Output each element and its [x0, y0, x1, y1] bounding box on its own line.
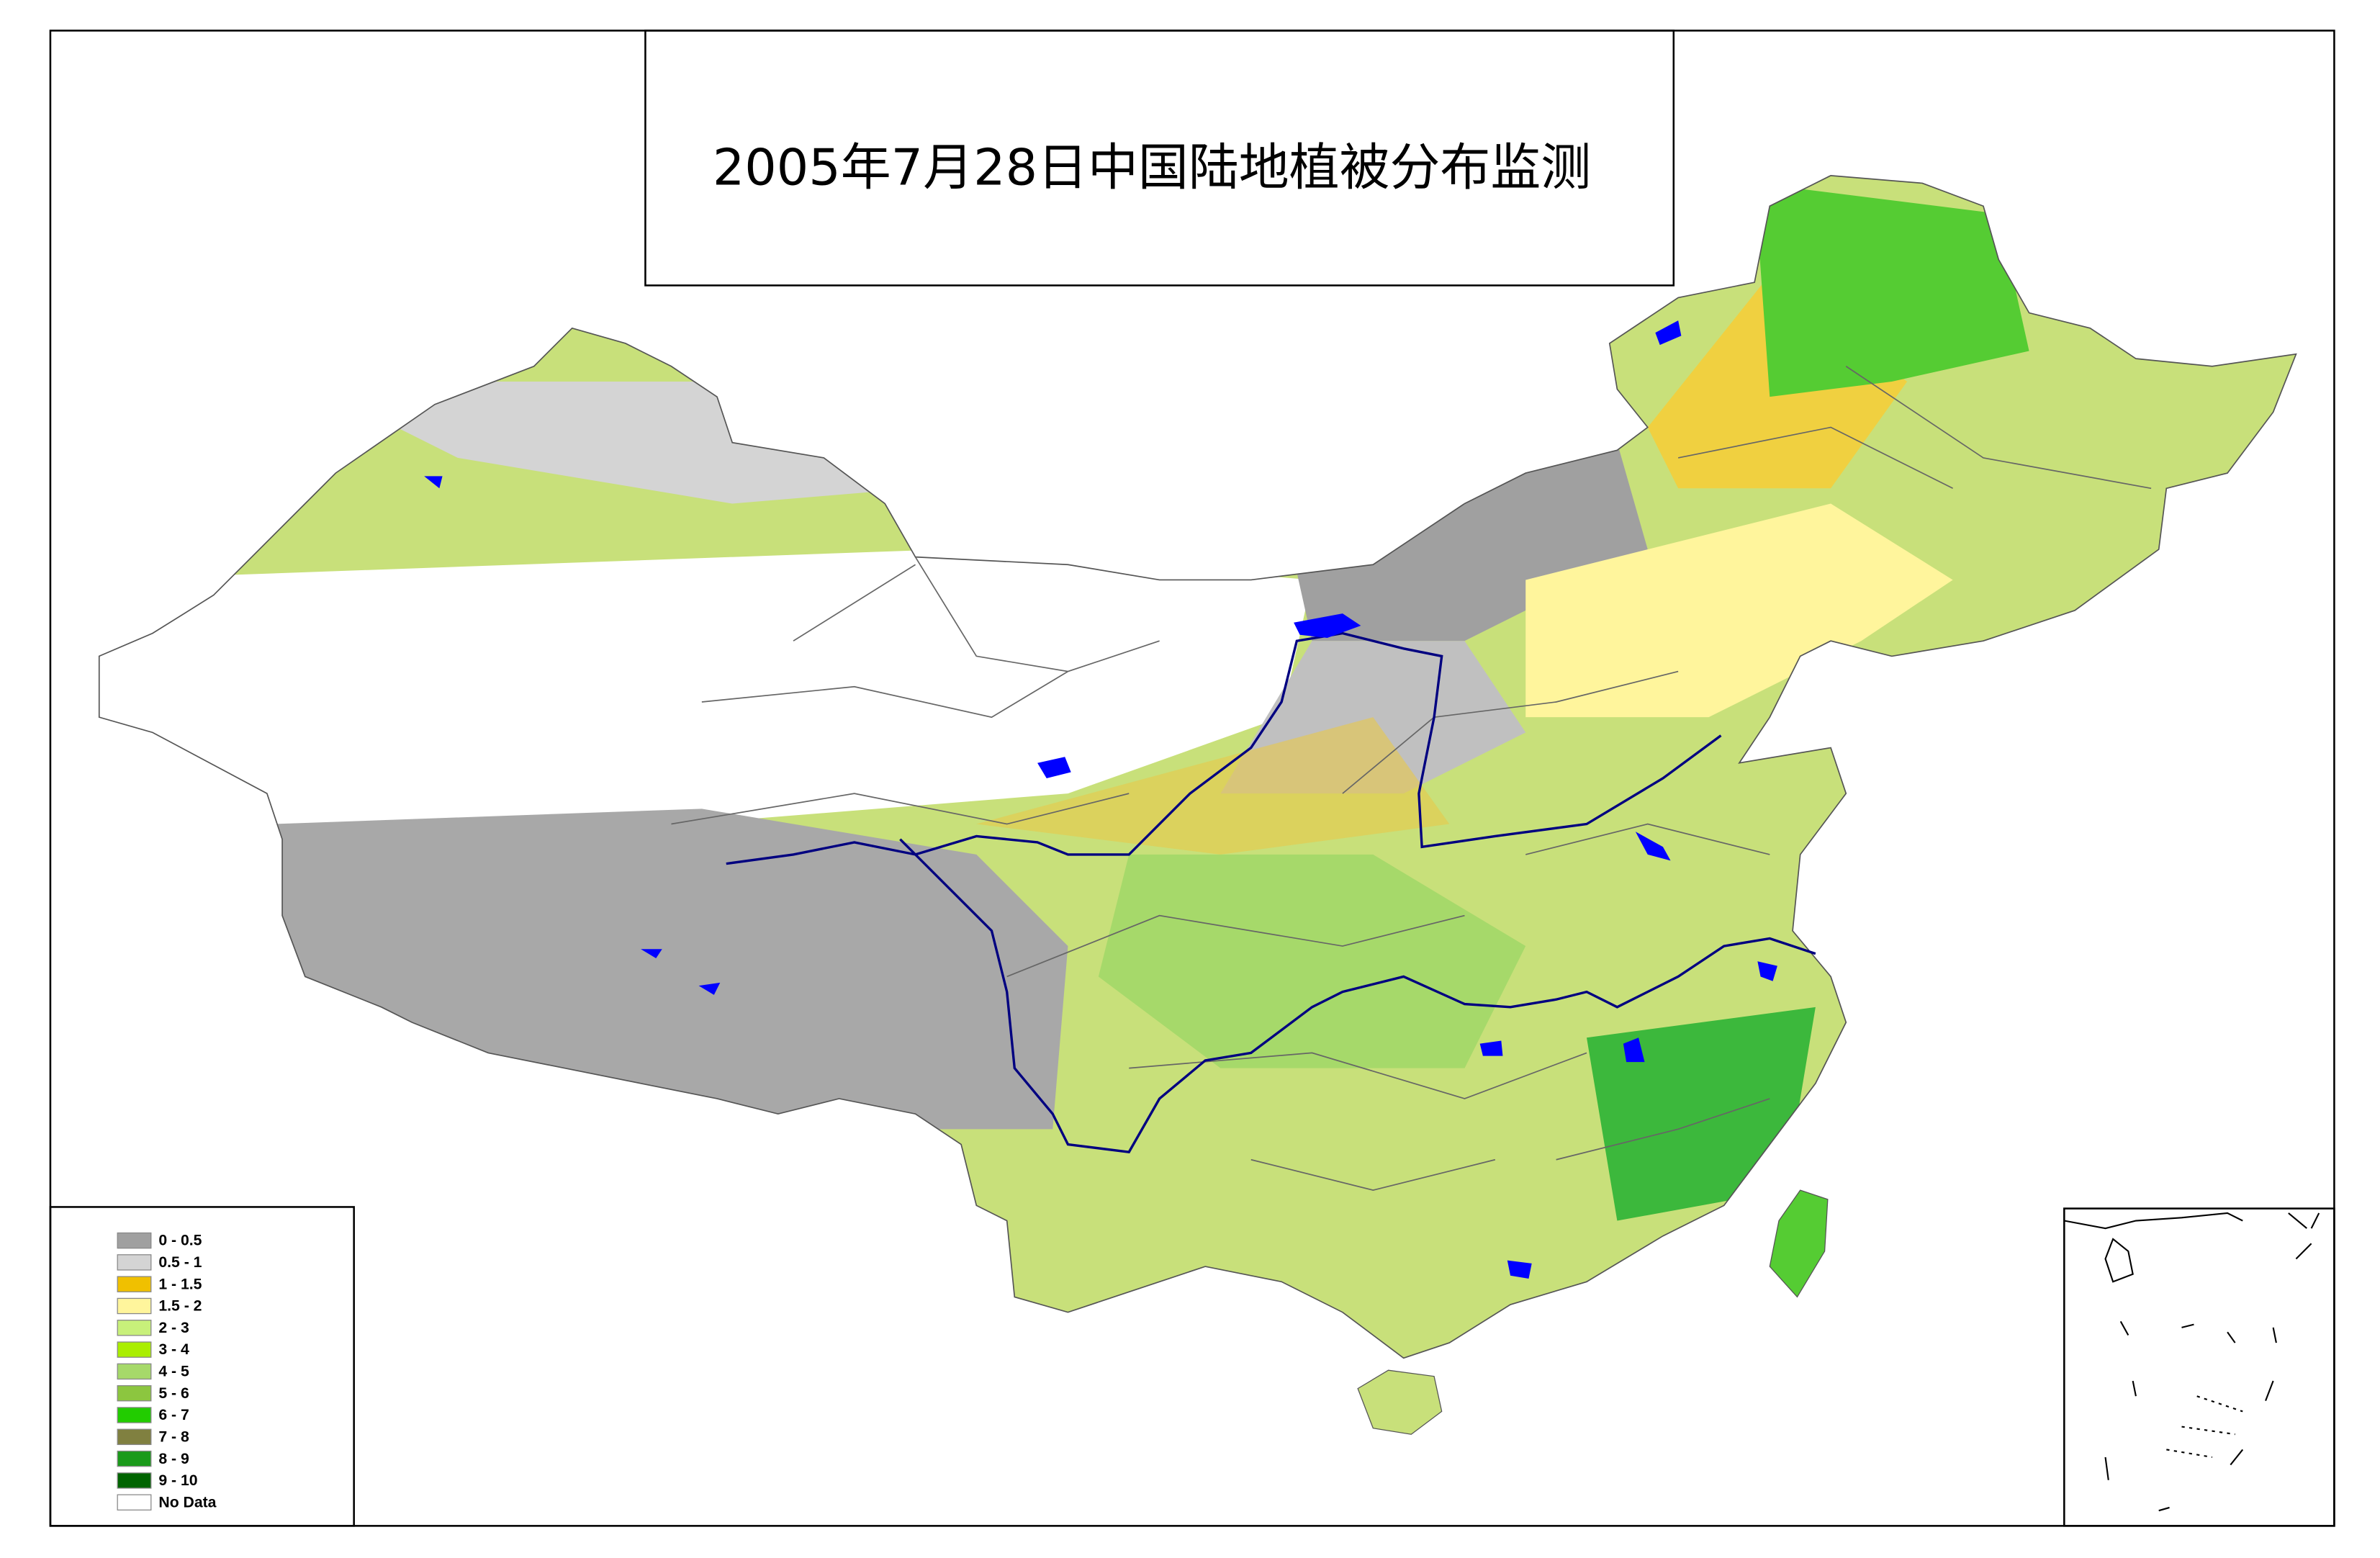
- legend-swatch: [117, 1384, 152, 1402]
- inset-box: [2063, 1207, 2335, 1527]
- hainan: [1357, 1369, 1443, 1435]
- legend-label: 4 - 5: [158, 1364, 189, 1380]
- legend-swatch: [117, 1494, 152, 1510]
- map-title: 2005年7月28日中国陆地植被分布监测: [713, 139, 1591, 197]
- legend-swatch: [117, 1472, 152, 1489]
- legend-swatch: [117, 1407, 152, 1423]
- legend-swatch: [117, 1450, 152, 1467]
- legend-swatch: [117, 1254, 152, 1271]
- legend-swatch: [117, 1297, 152, 1315]
- legend-label: 8 - 9: [158, 1451, 189, 1467]
- legend-label: 0 - 0.5: [158, 1233, 202, 1249]
- legend-label: 6 - 7: [158, 1407, 189, 1423]
- legend-label: 0.5 - 1: [158, 1254, 202, 1271]
- legend-label: 3 - 4: [158, 1341, 189, 1358]
- legend-swatch: [117, 1320, 152, 1336]
- legend-swatch: [117, 1232, 152, 1249]
- legend-box: [49, 1206, 355, 1527]
- title-box: [644, 30, 1675, 287]
- taiwan: [1769, 1189, 1829, 1298]
- legend-label: 1.5 - 2: [158, 1298, 202, 1315]
- legend-label: 2 - 3: [158, 1320, 189, 1336]
- legend-swatch: [117, 1341, 152, 1358]
- legend-label: 7 - 8: [158, 1428, 189, 1445]
- legend-label: 5 - 6: [158, 1385, 189, 1402]
- legend-swatch: [117, 1428, 152, 1446]
- legend-label: No Data: [158, 1494, 216, 1510]
- south-china-sea-inset: [2064, 1212, 2320, 1512]
- legend-swatch: [117, 1276, 152, 1292]
- legend-swatch: [117, 1363, 152, 1380]
- legend-label: 1 - 1.5: [158, 1276, 202, 1292]
- legend-label: 9 - 10: [158, 1472, 197, 1489]
- legend: 0 - 0.5 0.5 - 1 1 - 1.5 1.5 - 2 2 - 3 3 - 4 4 …: [117, 1232, 217, 1510]
